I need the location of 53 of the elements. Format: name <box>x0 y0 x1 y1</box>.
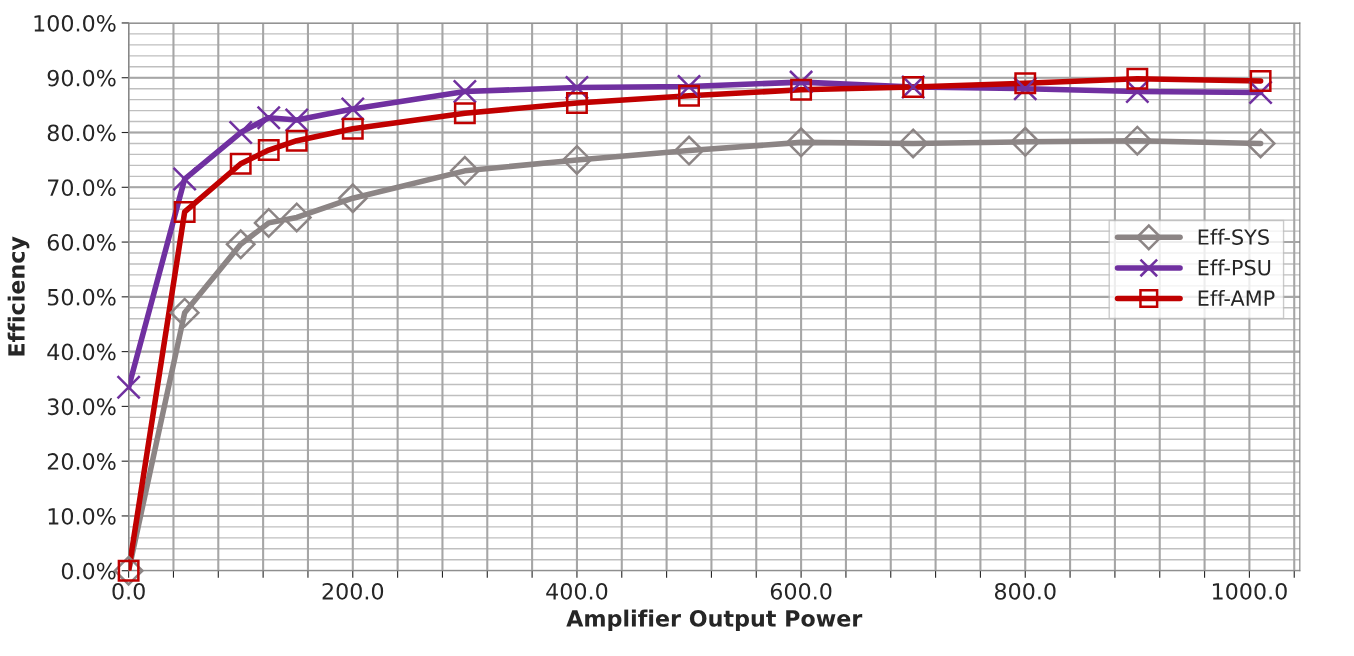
y-tick-label: 100.0% <box>34 14 116 32</box>
point <box>341 117 364 140</box>
y-tick-label: 0.0% <box>61 562 116 580</box>
legend-label: Eff-PSU <box>1198 259 1271 276</box>
point <box>565 91 588 114</box>
point <box>1126 67 1149 90</box>
point <box>284 107 310 133</box>
x-tick-label: 600.0 <box>770 582 832 600</box>
point <box>674 135 705 166</box>
point <box>452 79 478 104</box>
y-tick-label: 90.0% <box>47 69 116 87</box>
point <box>561 144 592 175</box>
y-tick-label: 20.0% <box>47 453 116 470</box>
point <box>281 202 312 233</box>
point <box>116 374 141 400</box>
x-tick-label: 1000.0 <box>1212 582 1287 600</box>
point <box>1014 72 1037 95</box>
point <box>225 229 256 260</box>
point <box>678 84 700 107</box>
point <box>256 105 282 131</box>
y-tick-label: 70.0% <box>48 179 116 197</box>
y-tick-label: 60.0% <box>47 234 116 251</box>
point <box>1249 70 1272 92</box>
point <box>229 152 252 175</box>
point <box>786 127 817 158</box>
y-tick-label: 30.0% <box>47 398 116 416</box>
x-tick-label: 400.0 <box>546 582 608 600</box>
point <box>228 120 254 145</box>
legend-label: Eff-AMP <box>1198 289 1275 306</box>
y-tick-label: 40.0% <box>47 343 116 361</box>
point <box>453 102 476 125</box>
point <box>790 78 813 101</box>
x-tick-label: 200.0 <box>322 582 384 600</box>
point <box>1122 125 1153 156</box>
point <box>337 183 368 214</box>
y-tick-label: 50.0% <box>47 288 116 306</box>
x-axis-title: Amplifier Output Power <box>566 609 863 632</box>
x-tick-label: 0.0 <box>112 582 145 600</box>
point <box>172 166 198 192</box>
x-tick-label: 800.0 <box>994 582 1056 600</box>
point <box>1010 126 1041 157</box>
point <box>285 129 308 152</box>
legend-label: Eff-SYS <box>1198 228 1269 245</box>
y-tick-label: 80.0% <box>47 124 116 142</box>
y-axis-title: Efficiency <box>7 236 30 356</box>
point <box>173 200 196 223</box>
point <box>253 207 284 238</box>
point <box>898 128 929 159</box>
y-tick-label: 10.0% <box>48 507 116 525</box>
point <box>1245 128 1276 159</box>
point <box>449 155 480 186</box>
point <box>257 139 280 162</box>
point <box>169 297 200 328</box>
